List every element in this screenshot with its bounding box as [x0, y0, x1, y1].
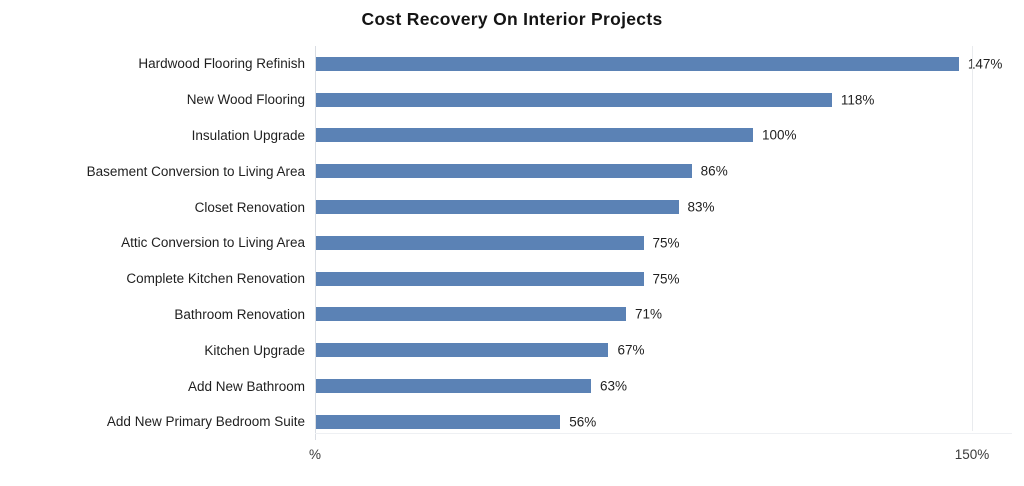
bar: [315, 164, 692, 179]
x-tick-min: %: [308, 447, 322, 462]
bar: [315, 200, 679, 215]
bar-track: 63%: [315, 378, 972, 394]
value-label: 83%: [687, 199, 715, 215]
chart-row: Basement Conversion to Living Area 86%: [0, 153, 1015, 189]
category-label: Attic Conversion to Living Area: [121, 235, 305, 251]
chart-row: Kitchen Upgrade 67%: [0, 332, 1015, 368]
bar-track: 86%: [315, 163, 972, 179]
value-label: 75%: [652, 271, 680, 287]
bar: [315, 56, 959, 71]
category-label: Basement Conversion to Living Area: [86, 163, 305, 179]
bar: [315, 92, 832, 107]
bar: [315, 235, 644, 250]
bar: [315, 414, 561, 429]
chart-row: Add New Primary Bedroom Suite 56%: [0, 404, 1015, 440]
chart-row: New Wood Flooring 118%: [0, 82, 1015, 118]
bar: [315, 128, 753, 143]
bar-track: 83%: [315, 199, 972, 215]
category-label: Kitchen Upgrade: [204, 342, 305, 358]
bar: [315, 343, 609, 358]
y-axis-line: [315, 46, 316, 440]
chart-row: Hardwood Flooring Refinish 147%: [0, 46, 1015, 82]
bar: [315, 271, 644, 286]
chart-row: Closet Renovation 83%: [0, 189, 1015, 225]
bar-track: 147%: [315, 56, 1002, 71]
value-label: 56%: [569, 414, 597, 430]
value-label: 100%: [762, 127, 797, 143]
bar-track: 67%: [315, 342, 972, 358]
chart-row: Add New Bathroom 63%: [0, 368, 1015, 404]
chart-row: Insulation Upgrade 100%: [0, 118, 1015, 154]
bar: [315, 307, 626, 322]
chart-title: Cost Recovery On Interior Projects: [361, 9, 663, 29]
value-label: 67%: [617, 342, 645, 358]
bar-track: 75%: [315, 271, 972, 287]
bar-track: 71%: [315, 306, 972, 322]
value-label: 118%: [840, 92, 875, 108]
value-label: 75%: [652, 235, 680, 251]
value-label: 63%: [599, 378, 627, 394]
bar-track: 75%: [315, 235, 972, 251]
bar-track: 56%: [315, 414, 972, 430]
x-tick-max: 150%: [954, 447, 990, 462]
category-label: Add New Bathroom: [187, 378, 305, 394]
category-label: Hardwood Flooring Refinish: [138, 56, 305, 72]
x-axis-baseline: [315, 433, 1012, 434]
bar-track: 100%: [315, 127, 972, 143]
value-label: 147%: [967, 56, 1003, 72]
category-label: Closet Renovation: [194, 199, 305, 215]
category-label: Insulation Upgrade: [191, 127, 305, 143]
gridline-150pct: [972, 46, 973, 431]
category-label: Bathroom Renovation: [174, 306, 305, 322]
bar-rows: Hardwood Flooring Refinish 147% New Wood F…: [0, 46, 1015, 440]
bar: [315, 379, 591, 394]
chart-row: Complete Kitchen Renovation 75%: [0, 261, 1015, 297]
value-label: 71%: [634, 306, 662, 322]
chart-row: Attic Conversion to Living Area 75%: [0, 225, 1015, 261]
category-label: Complete Kitchen Renovation: [126, 271, 305, 287]
value-label: 86%: [700, 163, 728, 179]
category-label: New Wood Flooring: [186, 92, 305, 108]
category-label: Add New Primary Bedroom Suite: [106, 414, 305, 430]
bar-track: 118%: [315, 92, 972, 108]
chart-row: Bathroom Renovation 71%: [0, 297, 1015, 333]
